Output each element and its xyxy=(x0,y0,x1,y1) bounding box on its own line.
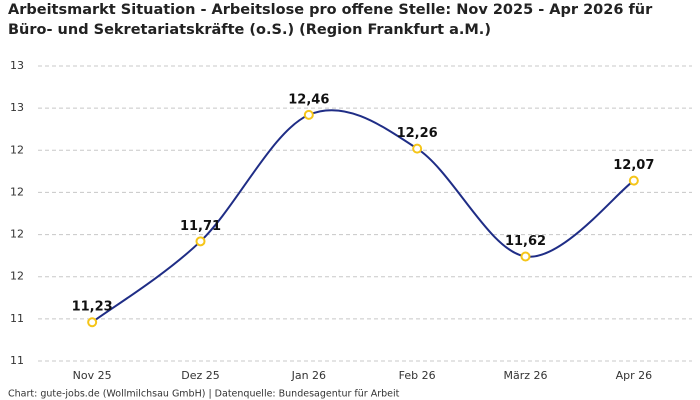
marker xyxy=(87,317,98,328)
y-tick-label: 12 xyxy=(10,143,24,156)
line xyxy=(91,109,635,324)
x-tick-label: März 26 xyxy=(503,369,547,382)
y-tick-label: 12 xyxy=(10,185,24,198)
chart-title: Arbeitsmarkt Situation - Arbeitslose pro… xyxy=(8,2,653,38)
marker xyxy=(195,236,206,247)
marker xyxy=(412,143,423,154)
marker xyxy=(303,109,314,120)
y-tick-label: 12 xyxy=(10,228,24,241)
value-label: 12,46 xyxy=(288,92,329,107)
x-tick-label: Apr 26 xyxy=(616,369,653,382)
x-tick-label: Jan 26 xyxy=(291,369,326,382)
source: Chart: gute-jobs.de (Wollmilchsau GmbH) … xyxy=(8,389,400,400)
value-label: 12,07 xyxy=(613,158,654,173)
x-tick-label: Feb 26 xyxy=(399,369,436,382)
y-tick-label: 13 xyxy=(10,59,24,72)
y-tick-label: 13 xyxy=(10,101,24,114)
marker xyxy=(628,175,639,186)
x-tick-label: Nov 25 xyxy=(73,369,112,382)
y-tick-label: 11 xyxy=(10,312,24,325)
y-tick-label: 12 xyxy=(10,270,24,283)
marker xyxy=(520,251,531,262)
x-tick-label: Dez 25 xyxy=(181,369,220,382)
y-tick-label: 11 xyxy=(10,354,24,367)
value-label: 12,26 xyxy=(397,126,438,141)
value-label: 11,23 xyxy=(72,300,113,315)
value-label: 11,62 xyxy=(505,234,546,249)
value-label: 11,71 xyxy=(180,219,221,234)
